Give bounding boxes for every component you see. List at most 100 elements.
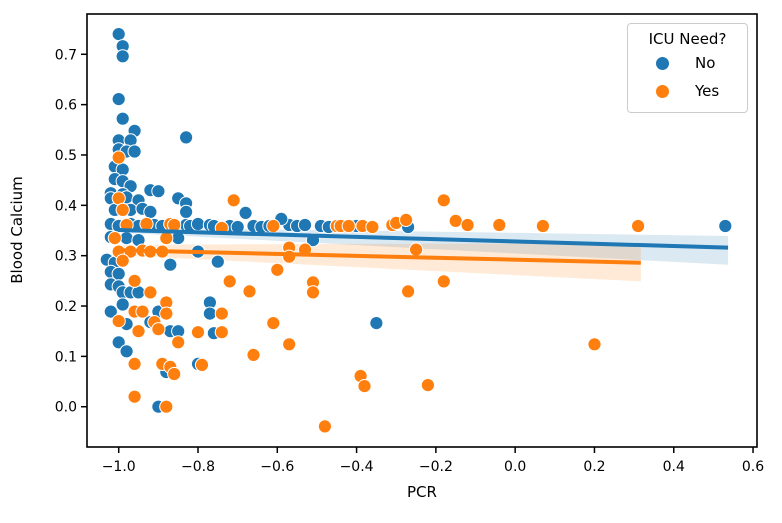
scatter-point-no bbox=[369, 316, 384, 331]
scatter-point-yes bbox=[365, 219, 380, 235]
scatter-point-yes bbox=[131, 324, 146, 339]
scatter-point-no bbox=[190, 216, 206, 232]
x-tick-label: −0.8 bbox=[181, 459, 215, 475]
y-tick-label: 0.2 bbox=[55, 299, 77, 315]
scatter-point-yes bbox=[420, 378, 435, 393]
y-tick-label: 0.5 bbox=[55, 148, 77, 164]
legend-item-yes: Yes bbox=[628, 77, 747, 105]
legend-marker-yes-icon bbox=[656, 84, 669, 98]
scatter-point-yes bbox=[246, 347, 261, 362]
legend-label-yes: Yes bbox=[695, 82, 720, 100]
scatter-point-yes bbox=[167, 366, 182, 382]
legend-item-no: No bbox=[628, 49, 747, 77]
confidence-band-no bbox=[118, 226, 729, 265]
scatter-point-yes bbox=[460, 217, 475, 233]
legend: ICU Need? No Yes bbox=[627, 23, 748, 113]
scatter-point-yes bbox=[139, 216, 154, 232]
x-tick-label: 0.0 bbox=[504, 459, 526, 475]
scatter-point-yes bbox=[222, 274, 237, 289]
scatter-point-yes bbox=[159, 399, 174, 414]
legend-marker-no-icon bbox=[656, 56, 669, 70]
scatter-point-yes bbox=[341, 218, 356, 234]
scatter-point-no bbox=[143, 204, 158, 219]
scatter-point-yes bbox=[171, 335, 186, 350]
scatter-point-no bbox=[103, 304, 118, 319]
scatter-point-no bbox=[718, 218, 733, 234]
scatter-point-yes bbox=[107, 231, 122, 246]
scatter-point-no bbox=[179, 204, 194, 219]
scatter-point-yes bbox=[587, 337, 602, 352]
scatter-point-yes bbox=[448, 213, 463, 228]
scatter-point-yes bbox=[242, 284, 257, 299]
scatter-point-yes bbox=[111, 314, 126, 329]
y-tick-label: 0.4 bbox=[55, 198, 77, 214]
x-tick-label: 0.4 bbox=[663, 459, 685, 475]
x-tick-label: −0.4 bbox=[340, 459, 374, 475]
scatter-point-yes bbox=[357, 379, 372, 394]
scatter-point-no bbox=[111, 26, 126, 42]
scatter-point-yes bbox=[401, 284, 416, 299]
scatter-point-yes bbox=[194, 357, 210, 372]
scatter-point-yes bbox=[492, 217, 507, 233]
scatter-point-yes bbox=[151, 322, 166, 337]
scatter-point-yes bbox=[282, 249, 297, 264]
scatter-point-yes bbox=[127, 389, 142, 404]
scatter-point-no bbox=[297, 217, 313, 233]
y-tick-label: 0.0 bbox=[55, 400, 77, 416]
regression-line-yes bbox=[118, 248, 641, 265]
legend-label-no: No bbox=[695, 54, 716, 72]
scatter-point-yes bbox=[226, 193, 241, 208]
scatter-point-no bbox=[115, 297, 130, 312]
scatter-point-yes bbox=[317, 419, 332, 434]
axes-border bbox=[86, 13, 758, 448]
scatter-point-yes bbox=[190, 325, 206, 340]
scatter-point-yes bbox=[409, 242, 424, 257]
scatter-points-layer bbox=[99, 26, 733, 434]
scatter-point-yes bbox=[127, 356, 142, 371]
scatter-point-no bbox=[115, 49, 130, 64]
x-tick-label: −1.0 bbox=[102, 459, 136, 475]
x-tick-label: −0.2 bbox=[419, 459, 453, 475]
scatter-point-yes bbox=[115, 253, 130, 268]
scatter-point-no bbox=[111, 92, 126, 107]
x-tick-label: 0.6 bbox=[742, 459, 764, 475]
scatter-point-yes bbox=[115, 202, 130, 217]
scatter-point-yes bbox=[127, 273, 142, 288]
scatter-point-no bbox=[127, 144, 142, 159]
scatter-point-no bbox=[151, 184, 166, 199]
legend-title: ICU Need? bbox=[648, 30, 727, 48]
y-tick-label: 0.1 bbox=[55, 349, 77, 365]
scatter-point-yes bbox=[436, 274, 451, 289]
scatter-point-no bbox=[111, 335, 126, 350]
scatter-point-no bbox=[179, 130, 194, 145]
x-axis-label: PCR bbox=[407, 483, 437, 501]
scatter-point-no bbox=[210, 254, 225, 269]
scatter-point-yes bbox=[214, 325, 229, 340]
scatter-point-no bbox=[202, 306, 217, 321]
y-axis-label: Blood Calcium bbox=[8, 176, 26, 283]
scatter-point-no bbox=[119, 344, 134, 359]
y-tick-label: 0.7 bbox=[55, 47, 77, 63]
scatter-point-yes bbox=[399, 212, 414, 227]
y-tick-label: 0.6 bbox=[55, 98, 77, 114]
scatter-point-yes bbox=[143, 285, 158, 300]
scatter-point-yes bbox=[266, 218, 281, 234]
scatter-point-yes bbox=[214, 306, 229, 321]
x-tick-label: 0.2 bbox=[583, 459, 605, 475]
scatter-point-yes bbox=[535, 218, 551, 234]
scatter-point-yes bbox=[305, 285, 321, 300]
scatter-point-yes bbox=[631, 218, 646, 234]
scatter-point-yes bbox=[159, 306, 174, 321]
regression-line-no bbox=[118, 227, 729, 250]
scatter-point-yes bbox=[270, 262, 285, 277]
scatter-point-yes bbox=[436, 193, 451, 208]
scatter-point-yes bbox=[282, 337, 297, 352]
axis-ticks-layer: −1.0 −0.8 −0.6 −0.4 −0.2 0.0 0.2 0.4 0.6 0.0 0.1 0.… bbox=[55, 47, 765, 475]
scatter-point-yes bbox=[266, 316, 281, 331]
x-tick-label: −0.6 bbox=[260, 459, 294, 475]
scatter-point-no bbox=[163, 257, 178, 272]
y-tick-label: 0.3 bbox=[55, 249, 77, 265]
scatter-point-no bbox=[238, 205, 253, 220]
